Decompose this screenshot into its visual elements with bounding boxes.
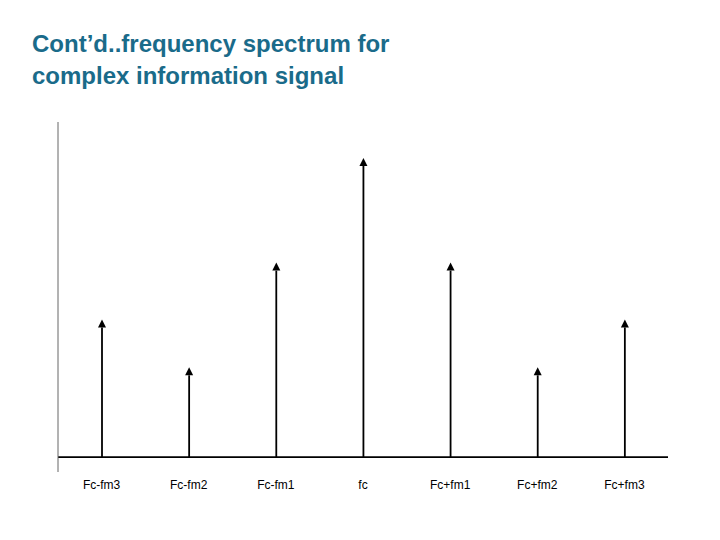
svg-text:Fc-fm1: Fc-fm1 <box>257 478 295 492</box>
svg-text:fc: fc <box>358 478 367 492</box>
html-text:complex information signal: complex information signal <box>32 62 344 89</box>
svg-text:Fc+fm2: Fc+fm2 <box>517 478 558 492</box>
svg-text:Fc-fm3: Fc-fm3 <box>83 478 121 492</box>
svg-text:Fc+fm3: Fc+fm3 <box>604 478 645 492</box>
svg-text:Fc-fm2: Fc-fm2 <box>170 478 208 492</box>
svg-text:Fc+fm1: Fc+fm1 <box>430 478 471 492</box>
html-text:Cont’d..frequency spectrum for: Cont’d..frequency spectrum for <box>32 30 390 57</box>
